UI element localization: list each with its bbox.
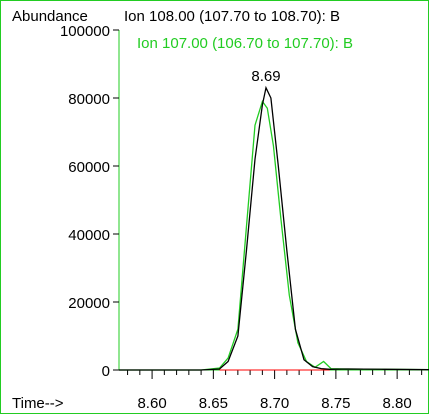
y-tick-label: 20000 xyxy=(68,295,110,312)
peak-label: 8.69 xyxy=(251,68,280,85)
x-tick-label: 8.70 xyxy=(260,395,289,412)
y-tick-label: 0 xyxy=(102,363,110,380)
x-tick-label: 8.80 xyxy=(383,395,412,412)
x-tick-label: 8.75 xyxy=(321,395,350,412)
y-tick-label: 100000 xyxy=(60,23,110,40)
series-line-ion-107 xyxy=(119,99,429,371)
series-layer xyxy=(119,85,429,371)
y-tick-label: 80000 xyxy=(68,91,110,108)
series-line-ion-108 xyxy=(119,85,429,371)
x-tick-label: 8.65 xyxy=(199,395,228,412)
legend-entry-ion-108: Ion 108.00 (107.70 to 108.70): B xyxy=(124,8,340,25)
y-axis-ticks: 0 20000 40000 60000 80000 100000 xyxy=(60,23,119,380)
legend-entry-ion-107: Ion 107.00 (106.70 to 107.70): B xyxy=(137,35,353,52)
y-tick-label: 40000 xyxy=(68,227,110,244)
x-axis-ticks: 8.60 8.65 8.70 8.75 8.80 xyxy=(127,370,423,412)
x-tick-label: 8.60 xyxy=(137,395,166,412)
y-axis-label: Abundance xyxy=(12,8,88,25)
x-axis-label: Time--> xyxy=(12,395,64,412)
y-tick-label: 60000 xyxy=(68,159,110,176)
